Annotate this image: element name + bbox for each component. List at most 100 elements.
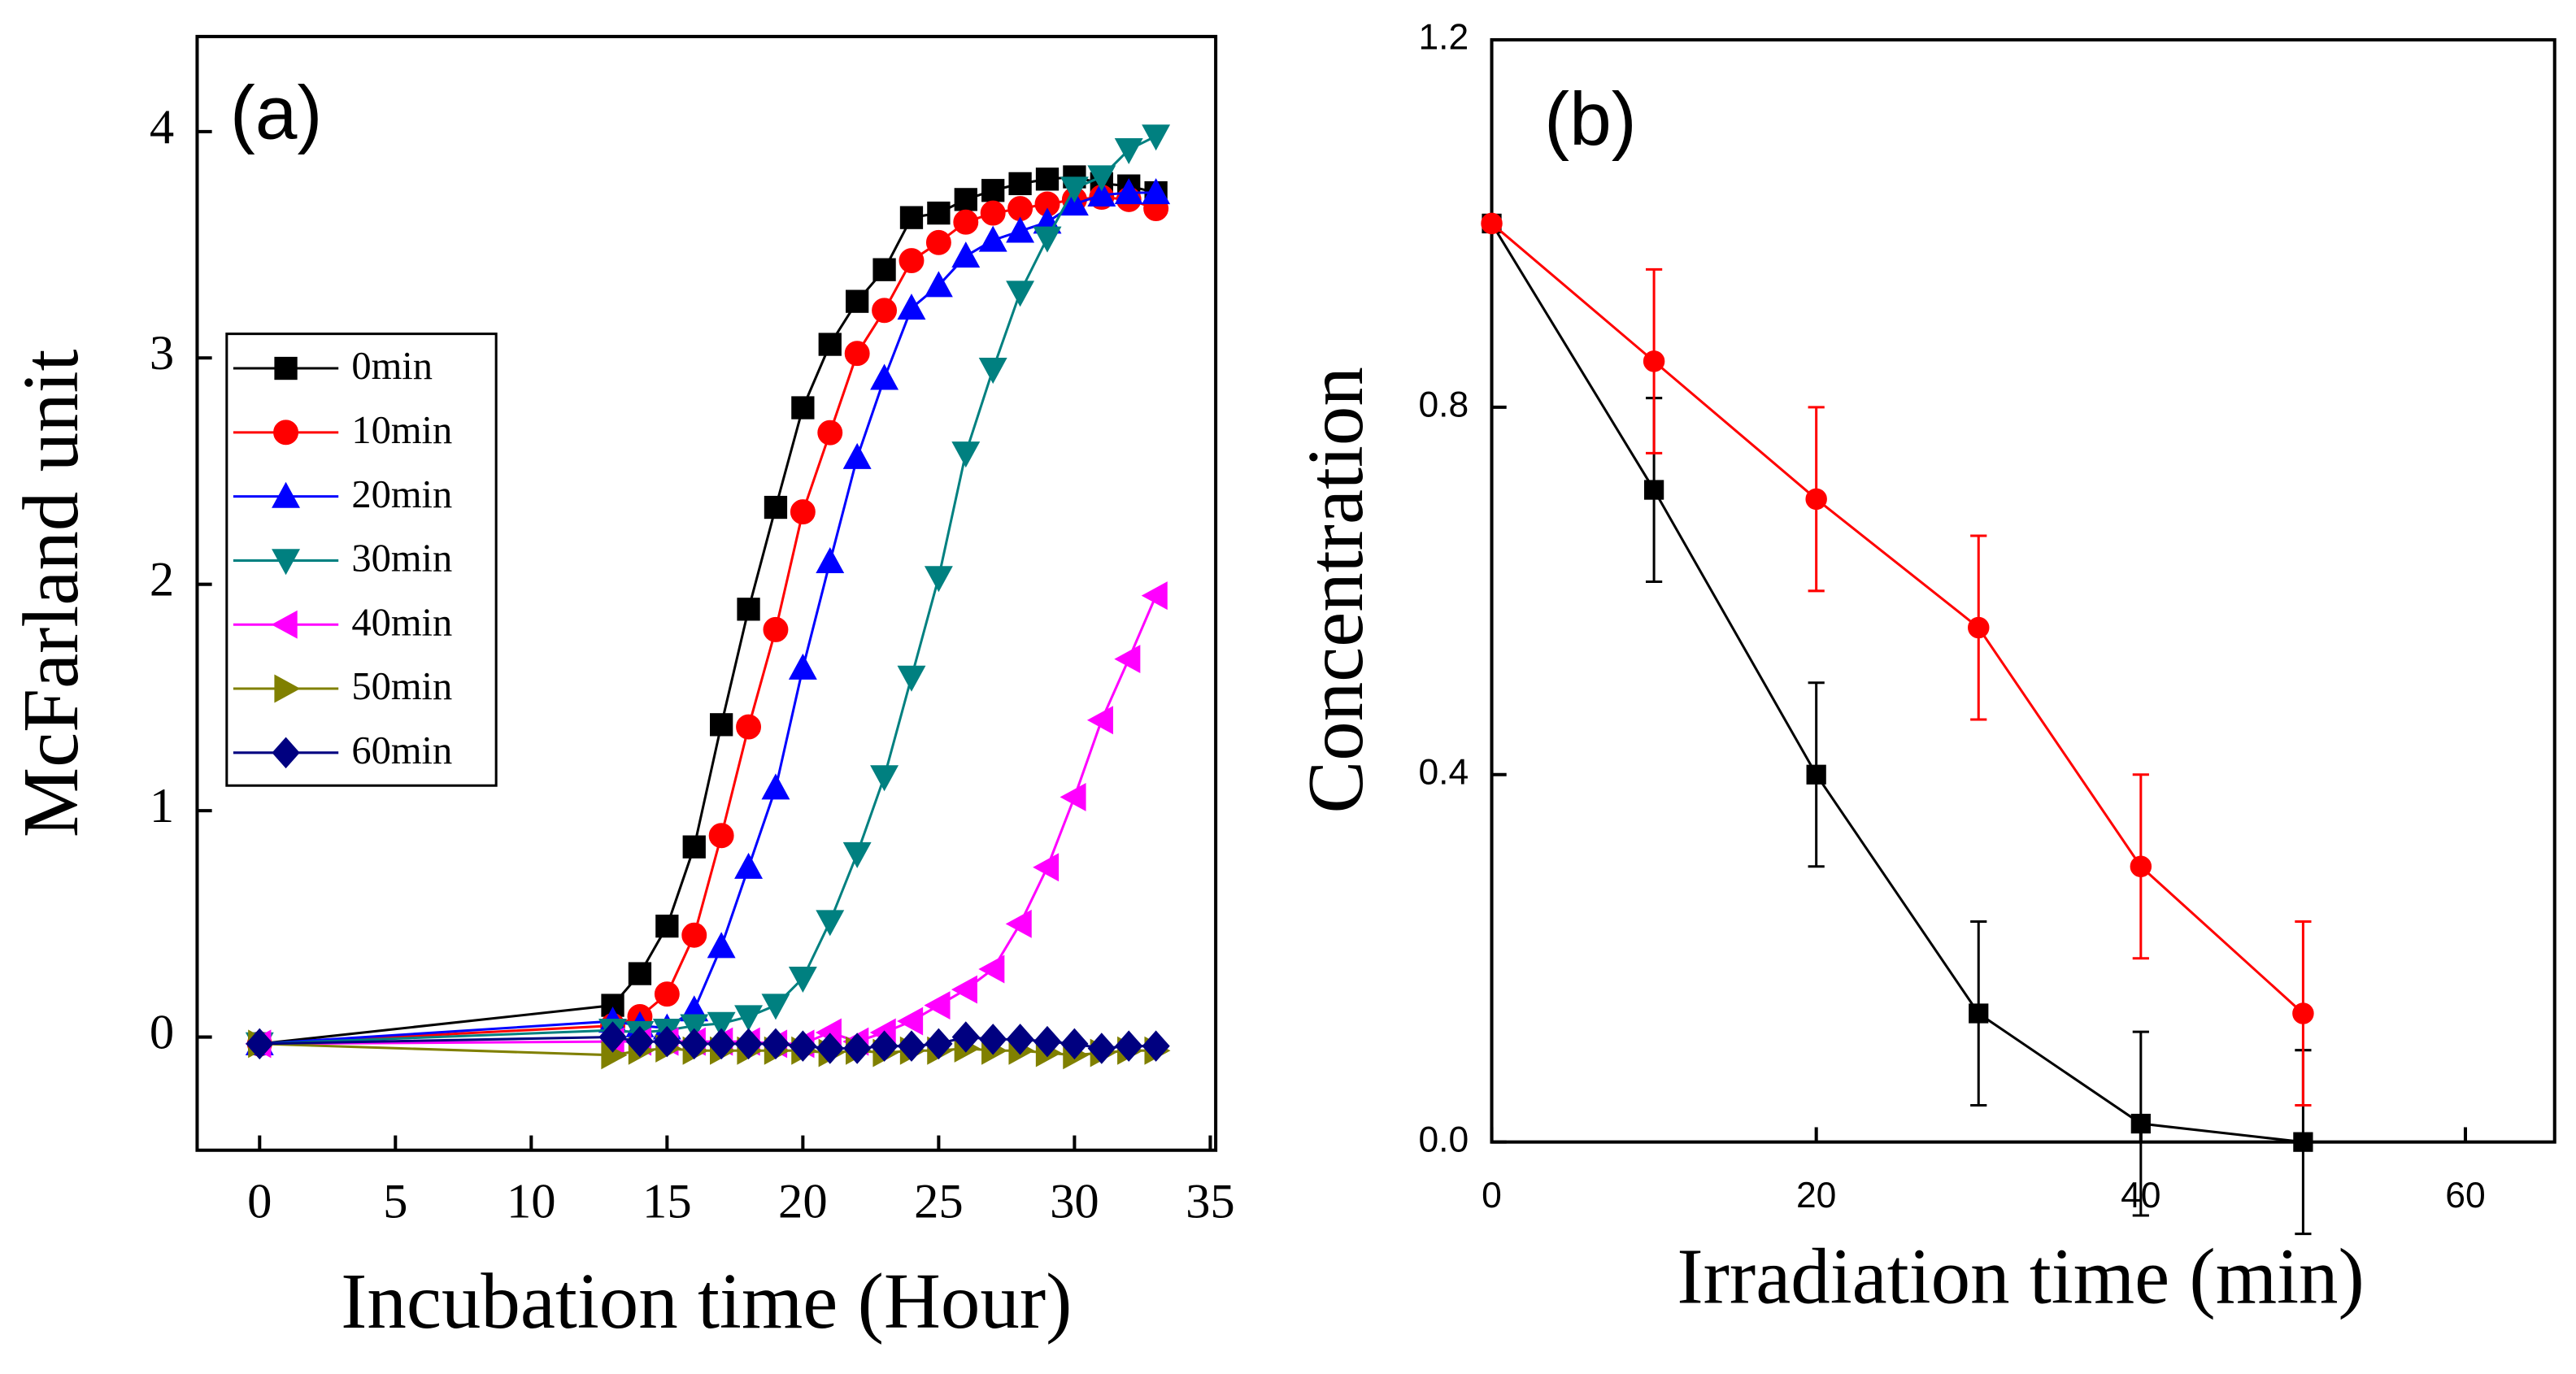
marker bbox=[816, 910, 845, 937]
series-line bbox=[259, 196, 1157, 1046]
marker bbox=[681, 922, 707, 948]
marker bbox=[1806, 764, 1826, 785]
marker bbox=[1087, 180, 1116, 207]
x-tick-label: 20 bbox=[1796, 1176, 1836, 1215]
marker bbox=[924, 271, 953, 298]
marker bbox=[791, 396, 815, 420]
marker bbox=[872, 298, 898, 324]
marker bbox=[1060, 176, 1089, 203]
marker bbox=[1006, 216, 1035, 243]
marker bbox=[842, 841, 872, 868]
marker bbox=[655, 914, 679, 938]
marker bbox=[872, 258, 896, 281]
marker bbox=[897, 1030, 926, 1062]
marker bbox=[951, 441, 981, 468]
legend-label: 20min bbox=[351, 473, 452, 516]
marker bbox=[2130, 1113, 2151, 1134]
marker bbox=[953, 209, 979, 235]
marker bbox=[843, 1033, 872, 1064]
marker bbox=[1969, 1003, 1989, 1024]
marker bbox=[272, 737, 300, 769]
marker bbox=[1005, 909, 1032, 938]
marker bbox=[1114, 137, 1143, 164]
marker bbox=[788, 967, 817, 994]
marker bbox=[1033, 1025, 1062, 1058]
x-axis-label: Irradiation time (min) bbox=[1677, 1233, 2365, 1320]
marker bbox=[2292, 1002, 2314, 1024]
marker bbox=[707, 932, 736, 959]
marker bbox=[870, 363, 899, 390]
marker bbox=[1060, 782, 1086, 811]
marker bbox=[736, 714, 762, 740]
marker bbox=[1805, 488, 1827, 511]
marker bbox=[1033, 226, 1062, 253]
marker bbox=[710, 713, 733, 737]
marker bbox=[924, 991, 951, 1020]
legend-label: 40min bbox=[351, 601, 452, 644]
marker bbox=[734, 852, 764, 879]
marker bbox=[978, 358, 1007, 385]
panel-label: (b) bbox=[1544, 77, 1637, 162]
marker bbox=[788, 653, 817, 680]
marker bbox=[1087, 1033, 1116, 1064]
marker bbox=[954, 188, 977, 211]
marker bbox=[789, 1030, 817, 1062]
marker bbox=[625, 1025, 655, 1058]
x-tick-label: 10 bbox=[507, 1174, 556, 1228]
marker bbox=[1033, 853, 1060, 882]
marker bbox=[1481, 212, 1503, 235]
marker bbox=[680, 1028, 708, 1060]
marker bbox=[979, 1024, 1007, 1055]
plot-frame bbox=[1490, 37, 2556, 1144]
y-tick-label: 1 bbox=[150, 779, 174, 833]
marker bbox=[817, 420, 843, 446]
x-tick-label: 60 bbox=[2445, 1176, 2485, 1215]
marker bbox=[246, 1028, 274, 1060]
marker bbox=[734, 1005, 764, 1032]
legend-label: 10min bbox=[351, 409, 452, 452]
x-tick-label: 0 bbox=[1482, 1176, 1502, 1215]
marker bbox=[707, 1028, 736, 1060]
marker bbox=[790, 499, 816, 525]
marker bbox=[978, 954, 1005, 984]
marker bbox=[1008, 172, 1032, 196]
marker bbox=[816, 546, 845, 574]
legend-label: 60min bbox=[351, 729, 452, 772]
marker bbox=[274, 356, 298, 380]
marker bbox=[1643, 350, 1665, 372]
marker bbox=[1114, 178, 1143, 205]
marker bbox=[653, 1025, 681, 1058]
y-tick-label: 0.0 bbox=[1418, 1120, 1469, 1159]
marker bbox=[273, 420, 299, 446]
marker bbox=[924, 566, 953, 593]
marker bbox=[1968, 616, 1990, 639]
y-tick-label: 4 bbox=[150, 100, 174, 154]
y-axis-label: Concentration bbox=[1292, 367, 1379, 813]
legend-label: 50min bbox=[351, 665, 452, 708]
marker bbox=[1060, 189, 1089, 216]
marker bbox=[951, 1021, 980, 1053]
marker bbox=[654, 981, 680, 1007]
marker bbox=[846, 289, 869, 313]
x-axis-label: Incubation time (Hour) bbox=[341, 1258, 1072, 1345]
x-tick-label: 35 bbox=[1186, 1174, 1235, 1228]
plot-frame bbox=[195, 34, 1218, 1152]
marker bbox=[951, 241, 981, 268]
marker bbox=[682, 835, 706, 859]
marker bbox=[870, 765, 899, 792]
marker bbox=[680, 1014, 709, 1041]
marker bbox=[818, 333, 842, 356]
marker bbox=[899, 206, 924, 229]
y-tick-label: 1.2 bbox=[1418, 18, 1469, 58]
marker bbox=[274, 674, 301, 703]
marker bbox=[763, 616, 789, 642]
y-tick-label: 2 bbox=[150, 553, 174, 607]
x-tick-label: 15 bbox=[642, 1174, 692, 1228]
marker bbox=[598, 1021, 627, 1053]
marker bbox=[897, 293, 926, 320]
marker bbox=[1142, 1030, 1170, 1062]
marker bbox=[1114, 645, 1141, 674]
legend-label: 0min bbox=[351, 345, 433, 388]
marker bbox=[1060, 1028, 1089, 1060]
